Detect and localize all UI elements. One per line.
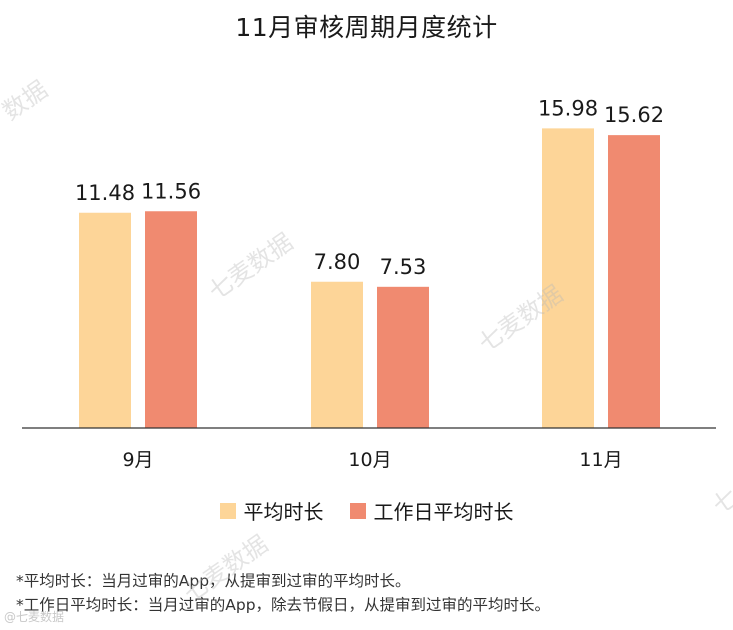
- value-label: 7.53: [380, 255, 427, 279]
- value-label: 15.98: [538, 96, 598, 120]
- footnotes: *平均时长：当月过审的App，从提审到过审的平均时长。 *工作日平均时长：当月过…: [16, 569, 726, 617]
- value-label: 11.56: [141, 179, 201, 203]
- bar-average-2: [311, 281, 363, 428]
- legend-swatch-workday-average: [349, 502, 366, 519]
- footnote-workday-average: *工作日平均时长：当月过审的App，除去节假日，从提审到过审的平均时长。: [16, 596, 551, 614]
- legend: 平均时长 工作日平均时长: [0, 496, 733, 525]
- bars-layer: [79, 128, 660, 428]
- legend-item-workday-average[interactable]: 工作日平均时长: [349, 496, 514, 525]
- x-tick-label: 10月: [348, 449, 391, 471]
- bar-workday-average-3: [608, 135, 660, 428]
- legend-label-workday-average: 工作日平均时长: [373, 500, 514, 524]
- value-label: 7.80: [314, 250, 361, 274]
- bar-workday-average-1: [145, 211, 197, 428]
- legend-label-average: 平均时长: [243, 500, 324, 524]
- chart-title: 11月审核周期月度统计: [235, 13, 498, 42]
- x-tick-label: 9月: [122, 449, 153, 471]
- bar-chart: 11.48 11.56 7.80 7.53 15.98 15.62 9月 10月 11月: [22, 96, 716, 471]
- bar-workday-average-2: [377, 286, 429, 428]
- bar-average-1: [79, 212, 131, 428]
- value-label: 11.48: [75, 181, 135, 205]
- value-label: 15.62: [604, 103, 664, 127]
- source-mark: @七麦数据: [4, 610, 65, 624]
- legend-item-average[interactable]: 平均时长: [219, 496, 324, 525]
- value-labels-layer: 11.48 11.56 7.80 7.53 15.98 15.62: [75, 96, 664, 278]
- x-tick-label: 11月: [579, 449, 622, 471]
- bar-average-3: [542, 128, 594, 428]
- x-tick-labels-layer: 9月 10月 11月: [122, 449, 622, 471]
- footnote-average: *平均时长：当月过审的App，从提审到过审的平均时长。: [16, 572, 411, 590]
- legend-swatch-average: [219, 502, 236, 519]
